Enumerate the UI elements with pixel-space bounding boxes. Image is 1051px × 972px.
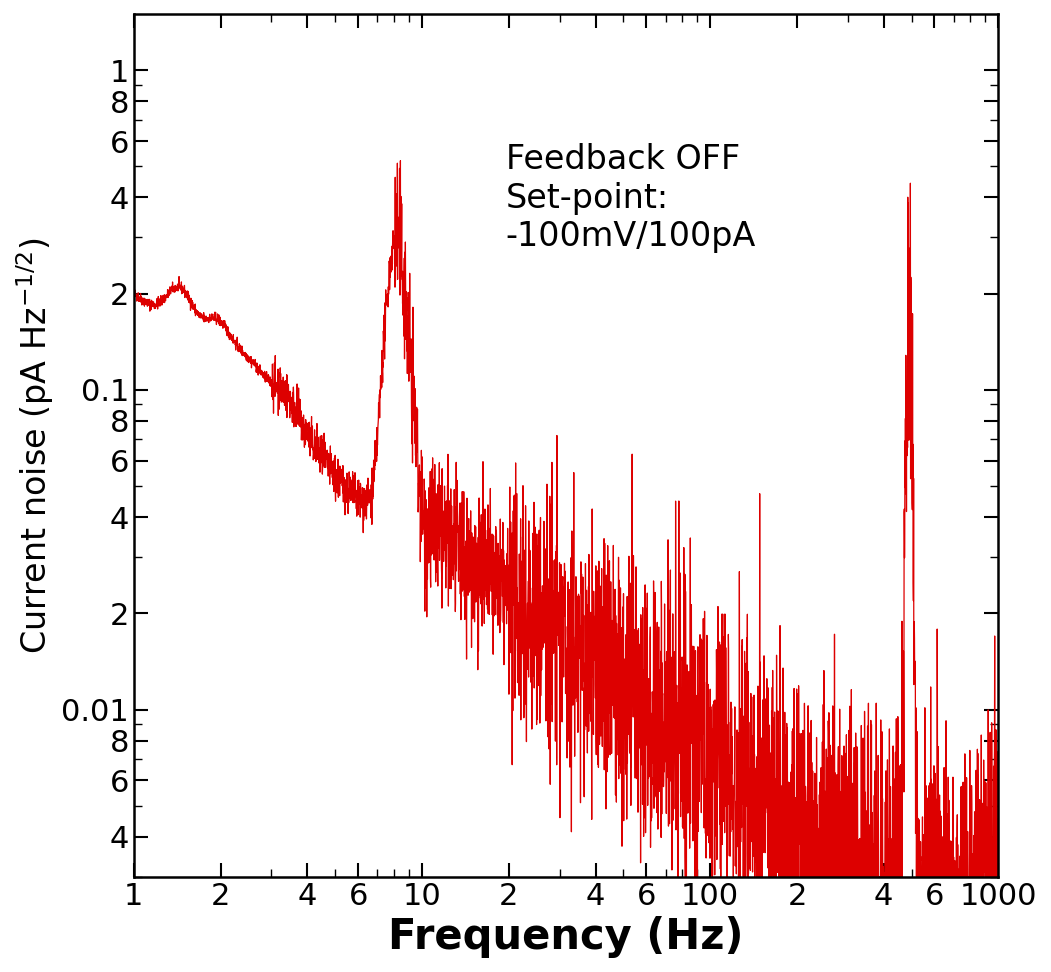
X-axis label: Frequency (Hz): Frequency (Hz) (389, 917, 744, 958)
Text: Feedback OFF
Set-point:
-100mV/100pA: Feedback OFF Set-point: -100mV/100pA (506, 143, 756, 253)
Y-axis label: Current noise (pA Hz$^{-1/2}$): Current noise (pA Hz$^{-1/2}$) (14, 237, 56, 653)
